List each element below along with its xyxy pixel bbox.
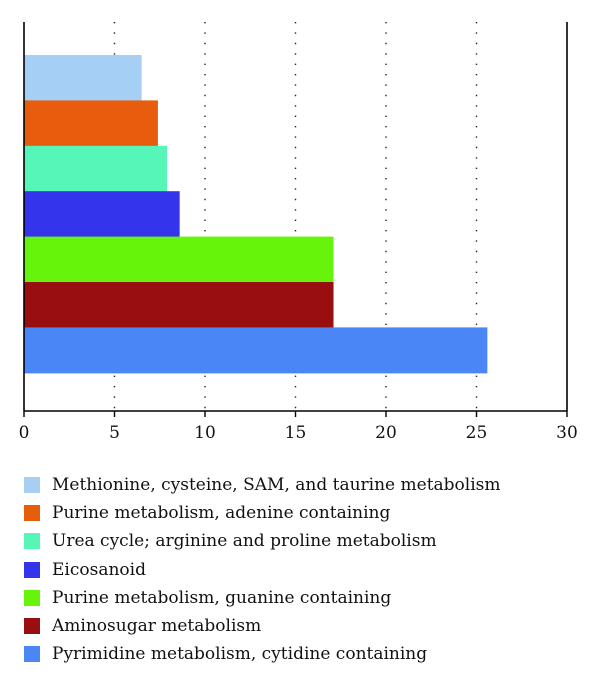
x-tick-label: 10 <box>194 423 216 443</box>
legend-label: Aminosugar metabolism <box>52 616 262 637</box>
bar-3 <box>24 145 167 192</box>
legend-swatch <box>24 505 40 522</box>
legend-swatch <box>24 618 40 635</box>
x-axis-ticks: 0 5 10 15 20 25 30 <box>19 411 578 443</box>
legend-item: Aminosugar metabolism <box>24 612 501 640</box>
legend-swatch <box>24 477 40 494</box>
legend-label: Methionine, cysteine, SAM, and taurine m… <box>52 475 501 496</box>
x-tick-label: 15 <box>285 423 307 443</box>
legend-swatch <box>24 646 40 663</box>
bar-7 <box>24 327 488 374</box>
x-tick-label: 5 <box>109 423 120 443</box>
bar-2 <box>24 100 158 147</box>
legend-swatch <box>24 561 40 578</box>
bar-5 <box>24 236 334 283</box>
x-tick-label: 0 <box>19 423 30 443</box>
chart-legend: Methionine, cysteine, SAM, and taurine m… <box>24 471 501 668</box>
bar-chart: 0 5 10 15 20 25 30 <box>19 22 578 443</box>
bar-4 <box>24 191 180 238</box>
legend-item: Purine metabolism, guanine containing <box>24 584 501 612</box>
legend-item: Purine metabolism, adenine containing <box>24 499 501 527</box>
legend-label: Urea cycle; arginine and proline metabol… <box>52 531 437 552</box>
legend-label: Eicosanoid <box>52 559 146 580</box>
x-tick-label: 25 <box>466 423 488 443</box>
bar-1 <box>24 55 142 101</box>
legend-swatch <box>24 533 40 550</box>
legend-item: Eicosanoid <box>24 556 501 584</box>
legend-label: Purine metabolism, adenine containing <box>52 503 391 524</box>
x-tick-label: 30 <box>556 423 578 443</box>
x-tick-label: 20 <box>375 423 397 443</box>
legend-label: Purine metabolism, guanine containing <box>52 587 392 608</box>
legend-item: Pyrimidine metabolism, cytidine containi… <box>24 640 501 668</box>
legend-item: Methionine, cysteine, SAM, and taurine m… <box>24 471 501 499</box>
legend-label: Pyrimidine metabolism, cytidine containi… <box>52 644 428 665</box>
bars <box>24 55 488 374</box>
bar-6 <box>24 282 334 328</box>
legend-swatch <box>24 589 40 606</box>
legend-item: Urea cycle; arginine and proline metabol… <box>24 527 501 555</box>
